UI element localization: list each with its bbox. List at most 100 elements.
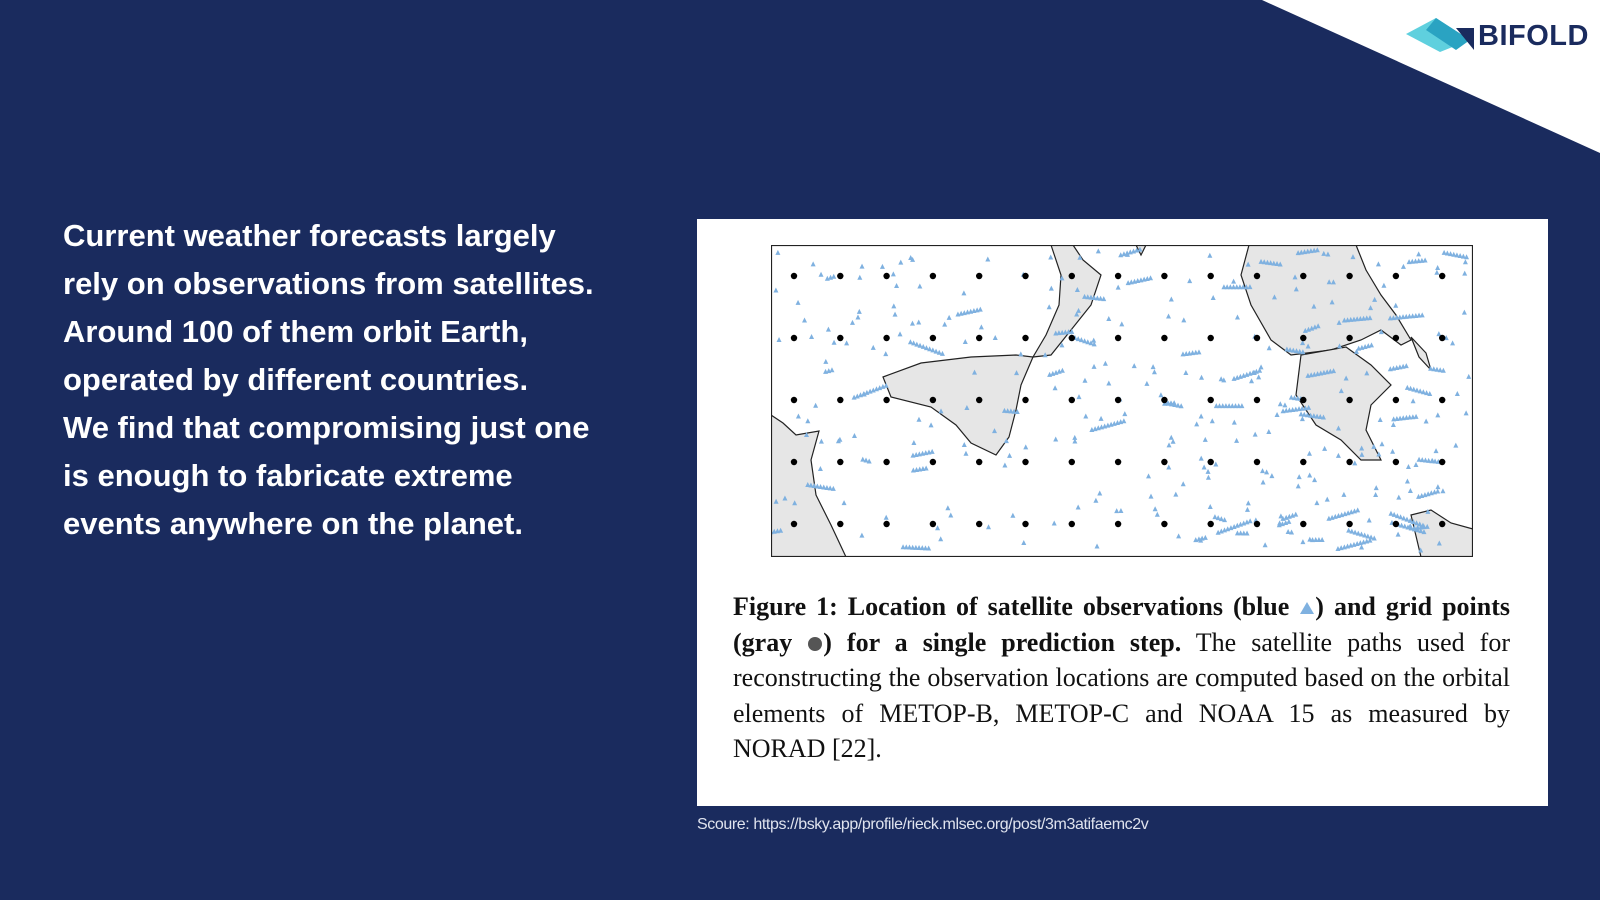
observation — [1435, 488, 1441, 494]
observation — [1419, 457, 1425, 463]
observation — [1205, 474, 1211, 480]
observation — [928, 422, 934, 428]
land — [882, 354, 1034, 456]
observation — [1322, 445, 1328, 451]
observation — [936, 349, 942, 355]
grid-point — [1392, 334, 1400, 342]
observation — [1312, 477, 1318, 483]
observation — [1072, 438, 1078, 444]
observation — [808, 482, 814, 488]
observation — [972, 369, 978, 375]
observation — [1118, 508, 1124, 514]
observation — [1094, 295, 1100, 301]
observation — [1210, 295, 1216, 301]
observation — [859, 532, 865, 538]
observation — [1426, 457, 1432, 463]
observation — [1266, 429, 1272, 435]
observation — [844, 340, 850, 346]
observation — [1284, 346, 1290, 352]
observation — [903, 544, 909, 550]
observation — [1404, 384, 1410, 390]
observation — [1098, 295, 1104, 301]
observation — [1463, 410, 1469, 416]
observation — [1008, 408, 1014, 414]
observation — [1403, 363, 1409, 369]
observation — [1114, 508, 1120, 514]
triangle-symbol — [1300, 602, 1315, 614]
observation — [1424, 390, 1430, 396]
observation — [1168, 434, 1174, 440]
observation — [1319, 536, 1325, 542]
observation — [1307, 536, 1313, 542]
observation — [1074, 286, 1080, 292]
grid-point — [1068, 520, 1075, 528]
observation — [1221, 284, 1227, 290]
grid-point — [1300, 396, 1307, 404]
source: Scoure: https://bsky.app/profile/rieck.m… — [697, 816, 1149, 833]
observation — [817, 465, 823, 471]
observation — [1390, 448, 1396, 454]
observation — [1460, 253, 1466, 259]
observation — [1407, 523, 1413, 529]
observation — [1042, 352, 1048, 358]
grid-point — [1022, 520, 1029, 528]
observation — [1400, 263, 1406, 269]
observation — [1308, 412, 1314, 418]
observation — [1124, 251, 1130, 257]
observation — [866, 458, 872, 464]
observation — [773, 498, 779, 504]
observation — [916, 416, 922, 422]
observation — [1151, 369, 1157, 375]
observation — [1168, 296, 1174, 302]
observation — [1300, 340, 1306, 346]
observation — [860, 456, 866, 462]
observation — [1247, 284, 1253, 290]
observation — [1341, 491, 1347, 497]
observation — [1148, 275, 1154, 281]
observation — [1337, 343, 1343, 349]
observation — [1277, 261, 1283, 267]
observation — [1201, 464, 1207, 470]
grid-point — [1439, 520, 1446, 528]
observation — [1091, 337, 1097, 343]
observation — [1003, 438, 1009, 444]
observation — [1082, 377, 1088, 383]
observation — [1277, 520, 1283, 526]
observation — [1355, 530, 1361, 536]
observation — [1352, 529, 1358, 535]
body-line: Around 100 of them orbit Earth, — [63, 314, 529, 349]
observation — [938, 408, 944, 414]
observation — [1271, 260, 1277, 266]
observation — [795, 299, 801, 305]
grid-point — [1346, 458, 1353, 466]
observation — [1014, 408, 1020, 414]
grid-point — [929, 520, 937, 528]
observation — [1295, 483, 1301, 489]
grid-point — [1253, 334, 1261, 342]
land — [1410, 336, 1432, 371]
grid-point — [1439, 396, 1446, 404]
observation — [1237, 284, 1243, 290]
observation — [1234, 530, 1240, 536]
observation — [1366, 517, 1372, 523]
observation — [1441, 249, 1447, 255]
observation — [1106, 380, 1112, 386]
observation — [894, 283, 900, 289]
grid-point — [790, 272, 798, 280]
observation — [1224, 284, 1230, 290]
grid-point — [1114, 458, 1122, 466]
observation — [1359, 445, 1365, 451]
observation — [1082, 293, 1088, 299]
observation — [1423, 418, 1429, 424]
observation — [1292, 274, 1298, 280]
observation — [1282, 402, 1288, 408]
grid-point — [1207, 272, 1214, 280]
observation — [1094, 543, 1100, 549]
observation — [1097, 490, 1103, 496]
observation — [1352, 460, 1358, 466]
observation — [1418, 528, 1424, 534]
map-frame — [771, 245, 1473, 557]
observation — [1291, 395, 1297, 401]
body-text: Current weather forecasts largely rely on… — [63, 212, 594, 548]
observation — [1304, 412, 1310, 418]
